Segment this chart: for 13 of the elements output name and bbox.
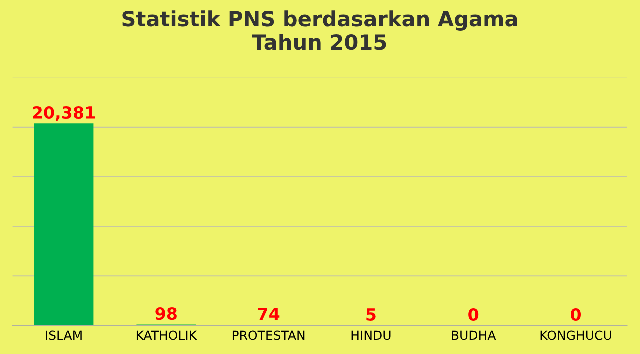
x-tick-label: KONGHUCU (540, 330, 612, 340)
data-label: 20,381 (33, 106, 96, 122)
data-label: 0 (571, 308, 581, 322)
data-label: 74 (258, 308, 280, 320)
x-tick-label: BUDHA (452, 330, 496, 340)
x-tick-label: ISLAM (46, 330, 82, 340)
data-label: 5 (366, 308, 376, 322)
data-label: 98 (156, 307, 177, 320)
x-tick-label: PROTESTAN (232, 330, 305, 340)
chart-title: Statistik PNS berdasarkan Agama Tahun 2015 (122, 10, 518, 50)
x-tick-label: HINDU (352, 330, 391, 340)
data-label: 0 (468, 308, 479, 322)
x-tick-label: KATHOLIK (136, 330, 198, 340)
